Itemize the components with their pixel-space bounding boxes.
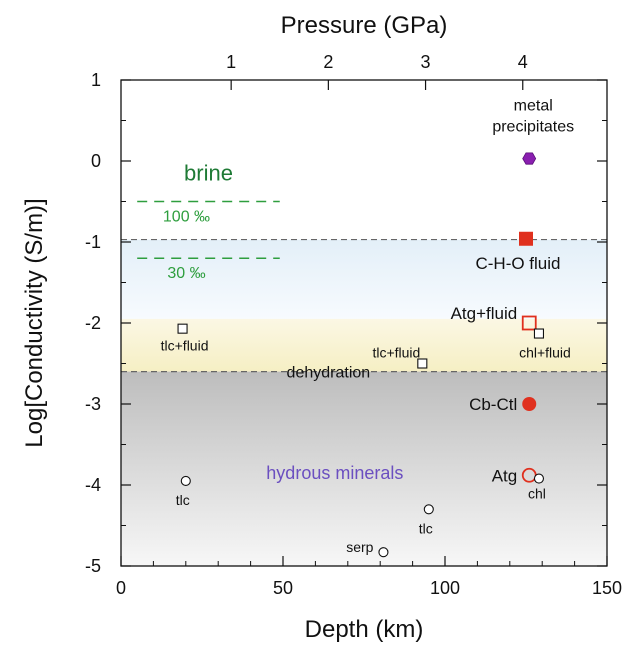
label-chl: chl <box>528 486 546 502</box>
x-tick-label: 100 <box>430 578 460 598</box>
label-cho-fluid: C-H-O fluid <box>475 254 560 273</box>
label-tlc-right: tlc <box>419 520 433 536</box>
point-chl <box>533 473 545 484</box>
label-metal-precipitates-2: precipitates <box>492 119 574 136</box>
label-atg-fluid: Atg+fluid <box>451 304 518 323</box>
brine-title: brine <box>184 160 233 185</box>
label-atg: Atg <box>492 466 518 485</box>
point-serp <box>378 547 389 558</box>
y-tick-label: -2 <box>85 313 101 333</box>
region-dehydration <box>121 318 607 372</box>
data-points <box>177 152 545 558</box>
label-tlc-fluid-left: tlc+fluid <box>161 338 209 354</box>
label-metal-precipitates: metal <box>514 98 553 115</box>
label-hydrous-minerals: hydrous minerals <box>266 463 403 483</box>
x-axis-title: Depth (km) <box>305 616 424 643</box>
brine-reference: brine 100 ‰ 30 ‰ <box>137 160 280 282</box>
point-atg-fluid <box>521 315 537 331</box>
label-chl-fluid: chl+fluid <box>519 345 571 361</box>
point-tlc <box>423 504 434 515</box>
point-metal-precipitates <box>522 152 537 165</box>
x-tick-label: 150 <box>592 578 622 598</box>
x-tick-label: 50 <box>273 578 293 598</box>
region-fluid <box>121 239 607 319</box>
label-cb-ctl: Cb-Ctl <box>469 395 517 414</box>
point-tlc <box>180 475 191 487</box>
point-cb-ctl <box>522 397 537 411</box>
label-tlc-fluid-mid: tlc+fluid <box>372 345 420 361</box>
brine-label-1: 30 ‰ <box>167 265 205 282</box>
y-tick-label: -1 <box>85 232 101 252</box>
y-tick-label: 1 <box>91 70 101 90</box>
y-tick-label: -3 <box>85 394 101 414</box>
y-tick-label: 0 <box>91 151 101 171</box>
label-serp: serp <box>346 539 373 555</box>
point-labels: metal precipitates C-H-O fluid Atg+fluid chl… <box>161 98 575 556</box>
x-tick-label: 0 <box>116 578 126 598</box>
axis-ticks: 0 50 100 150 1 2 3 4 1 0 -1 -2 -3 -4 -5 <box>85 52 622 598</box>
point-chl-fluid <box>533 328 545 339</box>
brine-label-0: 100 ‰ <box>163 209 210 226</box>
top-tick-label: 3 <box>421 52 431 72</box>
y-axis-title: Log[Conductivity (S/m)] <box>21 198 48 447</box>
top-axis-title: Pressure (GPa) <box>281 12 448 39</box>
point-tlc-fluid <box>417 358 428 369</box>
label-tlc-left: tlc <box>176 492 190 508</box>
top-tick-label: 2 <box>323 52 333 72</box>
top-tick-label: 1 <box>226 52 236 72</box>
point-c-h-o-fluid <box>519 231 533 246</box>
y-tick-label: -4 <box>85 475 101 495</box>
point-tlc-fluid <box>177 323 188 334</box>
label-dehydration: dehydration <box>287 365 371 382</box>
y-tick-label: -5 <box>85 556 101 576</box>
top-tick-label: 4 <box>518 52 528 72</box>
